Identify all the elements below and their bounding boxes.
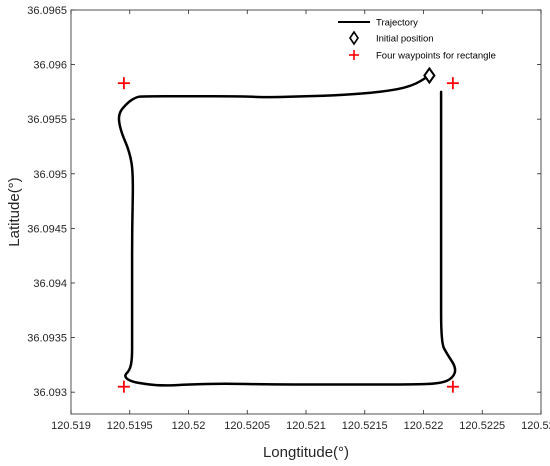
y-tick-labels: 36.093 36.0935 36.094 36.0945 36.095 36.0955 3… <box>27 5 67 399</box>
y-tick-label: 36.094 <box>33 278 67 290</box>
plot-area <box>70 9 542 415</box>
x-tick-label: 120.519 <box>51 420 91 432</box>
x-tick-label: 120.52 <box>172 420 206 432</box>
y-axis-label: Latitude(°) <box>6 177 23 246</box>
x-tick-label: 120.523 <box>521 420 550 432</box>
y-tick-label: 36.096 <box>33 60 67 72</box>
x-tick-labels: 120.519 120.5195 120.52 120.5205 120.521 120.… <box>51 420 550 432</box>
x-tick-label: 120.5215 <box>342 420 388 432</box>
x-tick-label: 120.5225 <box>459 420 505 432</box>
waypoint-plus-icon <box>117 380 130 393</box>
x-tick-label: 120.5195 <box>107 420 153 432</box>
legend-trajectory-label: Trajectory <box>376 18 418 29</box>
axis-ticks <box>70 9 542 414</box>
x-tick-label: 120.521 <box>286 420 326 432</box>
x-tick-label: 120.522 <box>404 420 444 432</box>
waypoint-plus-icon <box>446 380 459 393</box>
waypoint-plus-icon <box>117 77 130 90</box>
trajectory-line <box>117 74 457 387</box>
y-tick-label: 36.0945 <box>27 223 67 235</box>
legend-waypoints-label: Four waypoints for rectangle <box>376 51 496 62</box>
initial-position-diamond-icon <box>423 66 436 85</box>
legend-diamond-icon <box>349 30 359 46</box>
y-tick-label: 36.0935 <box>27 333 67 345</box>
initial-position-group <box>423 66 436 85</box>
legend: Trajectory Initial position Four waypoin… <box>334 14 534 63</box>
waypoint-markers <box>117 77 459 393</box>
legend-initial-label: Initial position <box>376 34 434 45</box>
x-tick-label: 120.5205 <box>224 420 270 432</box>
legend-plus-icon <box>349 50 359 60</box>
waypoint-plus-icon <box>446 77 459 90</box>
y-tick-label: 36.0965 <box>27 5 67 17</box>
y-tick-label: 36.0955 <box>27 114 67 126</box>
y-tick-label: 36.095 <box>33 169 67 181</box>
y-tick-label: 36.093 <box>33 387 67 399</box>
x-axis-label: Longtitude(°) <box>263 444 349 461</box>
